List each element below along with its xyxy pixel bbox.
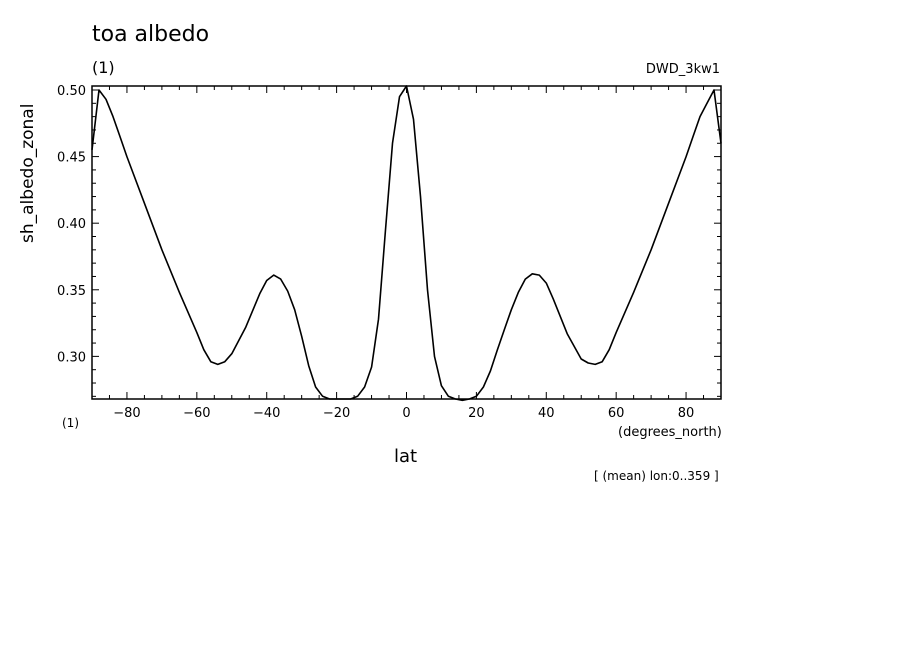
y-axis-label: sh_albedo_zonal [18, 103, 38, 243]
x-tick-label: −80 [113, 406, 140, 421]
x-tick-label: 60 [608, 406, 625, 421]
x-axis-label: lat [394, 446, 418, 467]
axes [91, 85, 722, 400]
x-tick-labels: −80 −60 −40 −20 0 20 40 60 80 [113, 406, 694, 421]
series [91, 85, 722, 402]
x-tick-label: −20 [323, 406, 350, 421]
x-tick-label: 0 [402, 406, 410, 421]
y-tick-label: 0.45 [57, 151, 86, 166]
y-tick-labels: 0.30 0.35 0.40 0.45 0.50 [57, 84, 86, 365]
x-axis-units: (degrees_north) [618, 425, 722, 440]
y-tick-label: 0.30 [57, 350, 86, 365]
footnote: [ (mean) lon:0..359 ] [594, 469, 719, 483]
y-tick-label: 0.50 [57, 84, 86, 99]
y-tick-label: 0.35 [57, 284, 86, 299]
x-tick-label: 80 [678, 406, 695, 421]
x-tick-label: 40 [538, 406, 555, 421]
x-tick-label: −60 [183, 406, 210, 421]
units-label: (1) [92, 58, 115, 77]
x-tick-label: −40 [253, 406, 280, 421]
y-tick-label: 0.40 [57, 217, 86, 232]
plot-frame [91, 85, 722, 400]
x-tick-label: 20 [468, 406, 485, 421]
x-axis-units-left: (1) [62, 416, 79, 430]
series-line [91, 85, 722, 402]
run-name: DWD_3kw1 [645, 62, 720, 77]
chart-title: toa albedo [92, 22, 210, 47]
